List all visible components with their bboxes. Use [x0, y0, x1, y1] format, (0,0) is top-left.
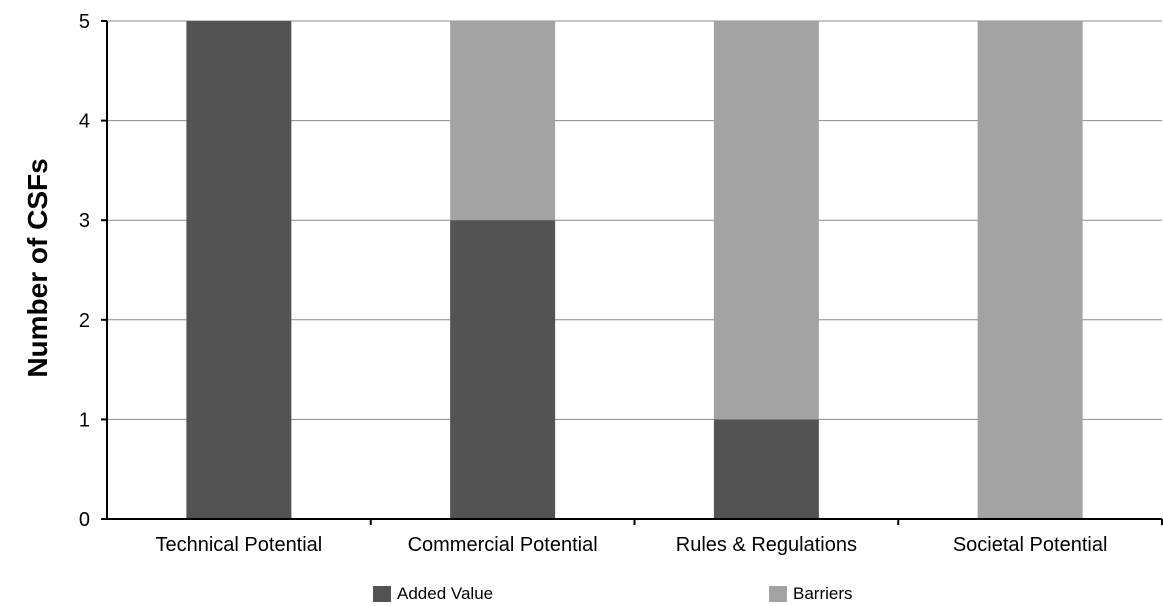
x-category-label: Rules & Regulations	[676, 534, 857, 556]
y-tick-label: 2	[79, 310, 90, 332]
y-tick-label: 5	[79, 11, 90, 33]
y-tick-labels: 0 1 2 3 4 5	[79, 11, 90, 531]
y-tick-label: 4	[79, 111, 90, 133]
legend-swatch-added-value	[373, 586, 391, 602]
bar-barriers-3	[713, 21, 819, 420]
bar-barriers-2	[450, 21, 556, 221]
x-category-labels: Technical Potential Commercial Potential R…	[155, 534, 1107, 556]
bar-barriers-4	[977, 21, 1083, 519]
legend-swatch-barriers	[769, 586, 787, 602]
y-tick-label: 3	[79, 210, 90, 232]
axes	[101, 20, 1163, 525]
y-tick-label: 0	[79, 509, 90, 531]
bar-added-value-2	[450, 220, 556, 519]
x-category-label: Commercial Potential	[408, 534, 598, 556]
bar-added-value-3	[713, 419, 819, 519]
legend-item-added-value: Added Value	[373, 584, 493, 604]
bar-added-value-1	[186, 21, 292, 519]
legend: Added Value Barriers	[0, 584, 1163, 606]
y-axis-label: Number of CSFs	[22, 158, 53, 377]
x-category-label: Societal Potential	[953, 534, 1108, 556]
legend-item-barriers: Barriers	[769, 584, 853, 604]
legend-label-barriers: Barriers	[793, 584, 853, 603]
bars	[186, 21, 1083, 519]
y-tick-label: 1	[79, 409, 90, 431]
legend-label-added-value: Added Value	[397, 584, 494, 603]
x-category-label: Technical Potential	[155, 534, 322, 556]
